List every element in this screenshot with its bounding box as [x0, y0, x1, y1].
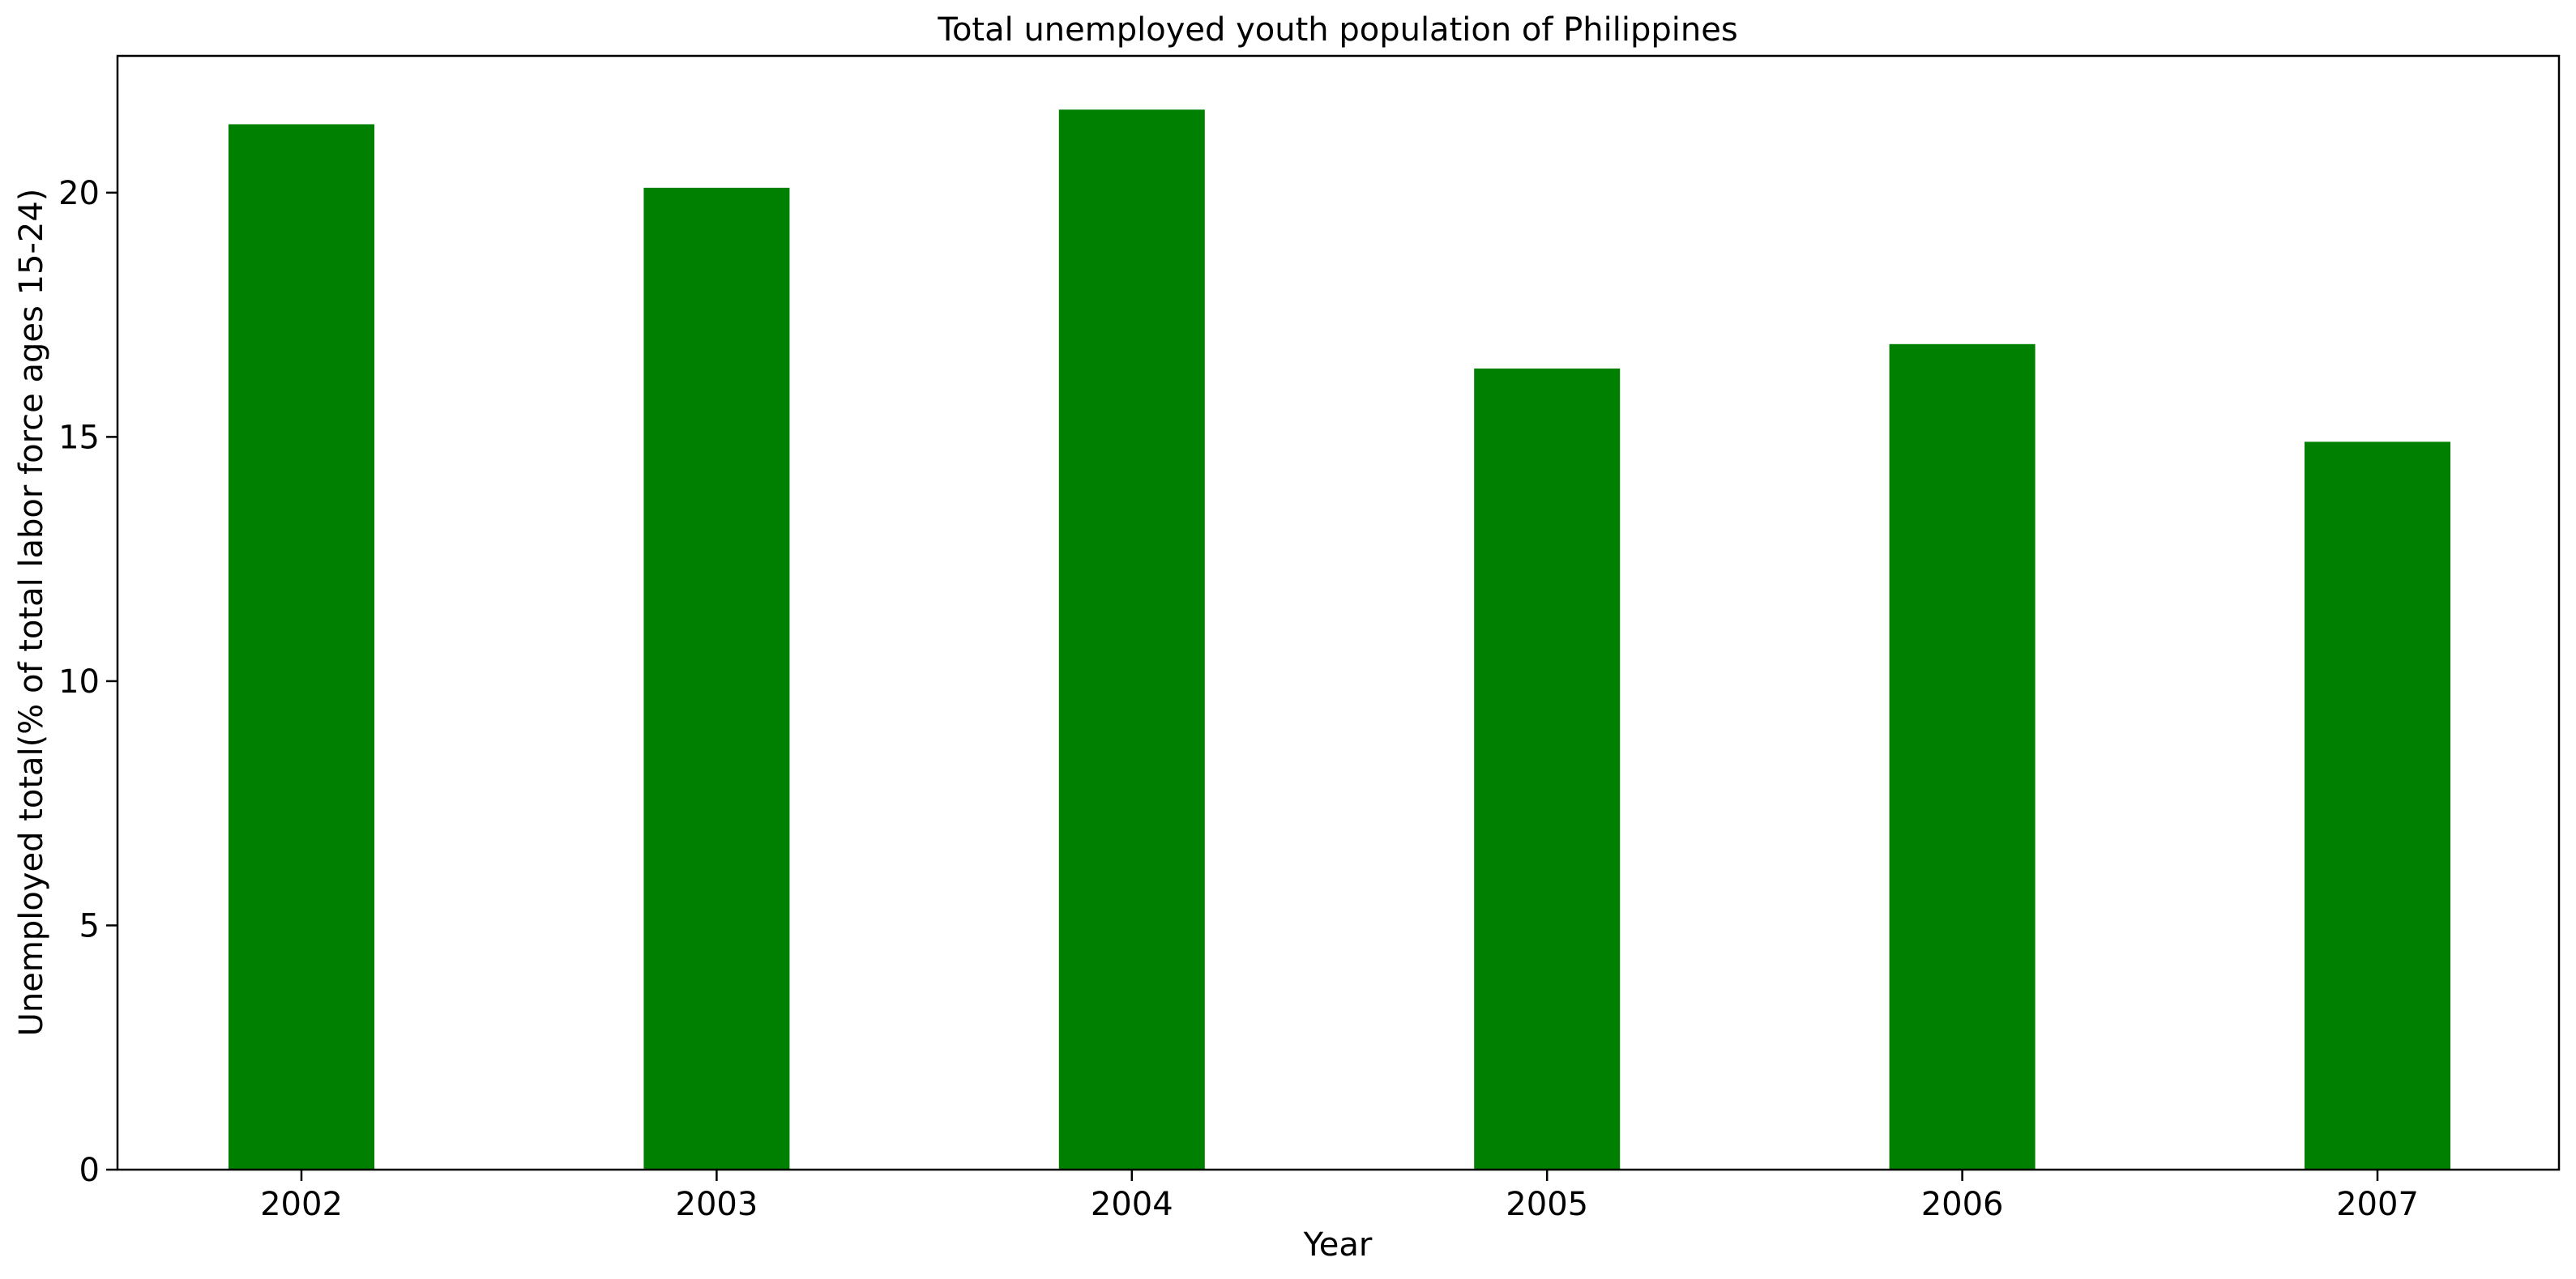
y-tick-label: 10	[58, 663, 100, 701]
y-axis-label: Unemployed total(% of total labor force …	[13, 189, 50, 1037]
y-tick-label: 15	[58, 419, 100, 456]
x-tick-label: 2003	[676, 1186, 758, 1223]
bar-2007	[2305, 441, 2450, 1170]
x-tick-label: 2002	[260, 1186, 343, 1223]
chart-title: Total unemployed youth population of Phi…	[937, 11, 1737, 49]
plot-frame	[116, 54, 2561, 1171]
x-tick-label: 2004	[1091, 1186, 1173, 1223]
bar-2003	[643, 187, 790, 1170]
x-axis: 2002 2003 2004 2005 2006 2007	[260, 1170, 2419, 1223]
bar-2002	[229, 124, 374, 1170]
bar-2005	[1474, 368, 1621, 1170]
bars-group	[229, 109, 2450, 1170]
x-tick-label: 2006	[1921, 1186, 2004, 1223]
x-tick-label: 2007	[2336, 1186, 2419, 1223]
y-tick-label: 5	[79, 907, 100, 944]
y-tick-label: 20	[58, 175, 100, 212]
bar-2004	[1058, 109, 1205, 1170]
x-tick-label: 2005	[1506, 1186, 1588, 1223]
y-tick-label: 0	[79, 1152, 100, 1189]
y-axis: 0 5 10 15 20	[58, 175, 117, 1189]
bar-2006	[1889, 343, 2036, 1170]
x-axis-label: Year	[1303, 1226, 1373, 1264]
